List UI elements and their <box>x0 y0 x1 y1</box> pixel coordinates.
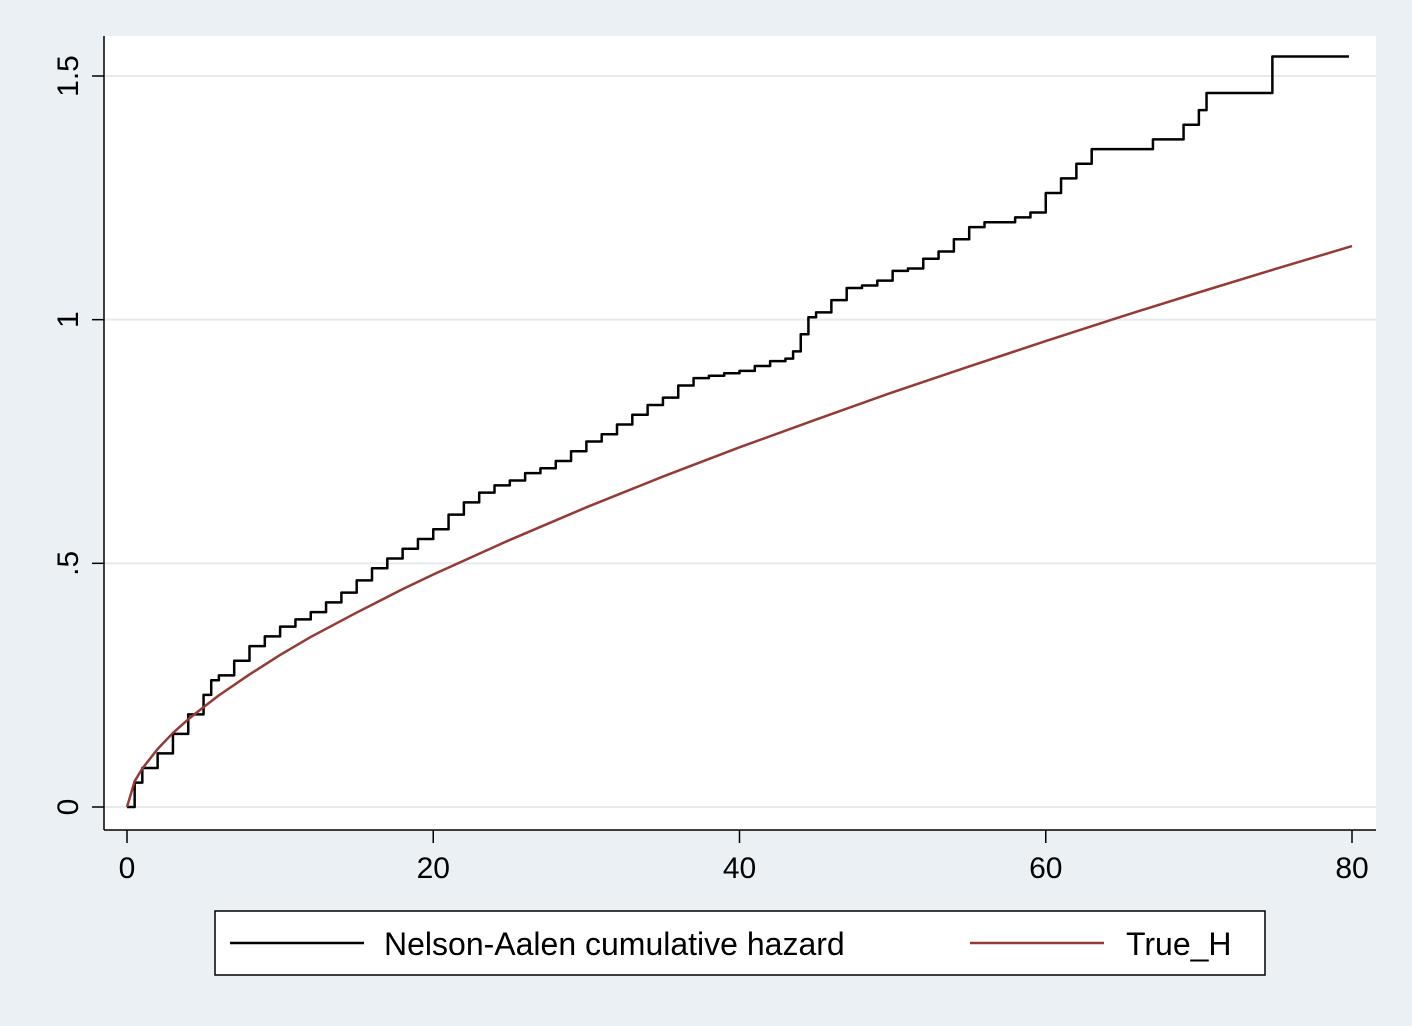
y-tick-label: 1 <box>52 311 85 328</box>
x-tick-label: 0 <box>119 852 136 885</box>
x-tick-label: 40 <box>723 852 756 885</box>
y-axis-ticks: 0 .5 1 1.5 <box>52 55 104 815</box>
legend: Nelson-Aalen cumulative hazard True_H <box>214 910 1266 976</box>
legend-label-nelson-aalen: Nelson-Aalen cumulative hazard <box>384 926 845 962</box>
series-line-true-h <box>125 244 1353 808</box>
x-tick-label: 80 <box>1335 852 1368 885</box>
x-axis-ticks: 0 20 40 60 80 <box>119 830 1369 885</box>
y-tick-label: .5 <box>52 551 85 576</box>
x-tick-label: 20 <box>417 852 450 885</box>
x-tick-label: 60 <box>1029 852 1062 885</box>
legend-label-true-h: True_H <box>1126 926 1232 962</box>
plot-area <box>104 36 1376 830</box>
grid-lines <box>104 75 1376 808</box>
series-line-nelson-aalen <box>127 55 1349 809</box>
y-tick-label: 0 <box>52 799 85 816</box>
series-lines <box>125 55 1353 809</box>
y-tick-label: 1.5 <box>52 55 85 97</box>
